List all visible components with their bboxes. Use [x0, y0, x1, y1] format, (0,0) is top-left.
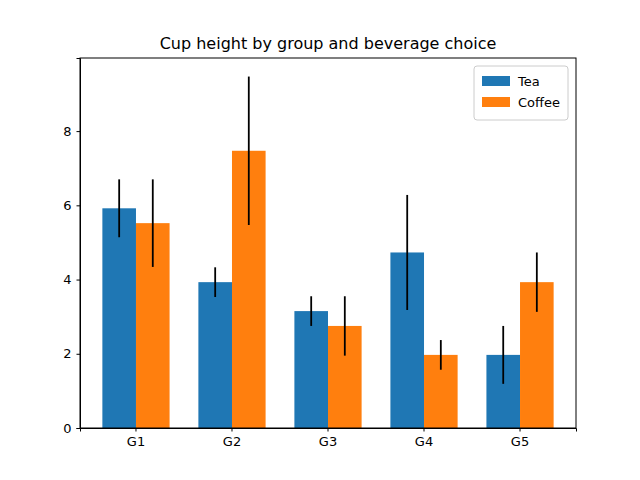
x-tick-mark: [135, 428, 136, 432]
error-bar: [502, 326, 504, 384]
plot: G1 G2 G3 G4 G5 0 2 4 6 8 Tea Coffee: [63, 58, 576, 449]
error-bar: [118, 179, 120, 237]
axis-line: [81, 429, 577, 432]
legend-box: [474, 66, 568, 120]
x-axis: G1 G2 G3 G4 G5: [81, 428, 577, 449]
y-tick-mark: [77, 280, 81, 281]
y-tick-label: 0: [63, 421, 71, 436]
x-tick: G3: [319, 428, 337, 449]
y-tick-mark: [77, 205, 81, 206]
y-tick: 2: [63, 346, 80, 361]
bar: [294, 311, 328, 428]
error-bar: [344, 296, 346, 355]
error-bar: [152, 179, 154, 267]
y-axis: 0 2 4 6 8: [63, 59, 80, 436]
x-tick-label: G4: [415, 434, 433, 449]
y-tick-label: 2: [63, 346, 71, 361]
legend-label: Coffee: [518, 95, 560, 110]
bar: [102, 208, 136, 428]
legend-entry: Coffee: [482, 95, 560, 110]
x-tick: G2: [223, 428, 241, 449]
x-tick-mark: [231, 428, 232, 432]
y-tick: 0: [63, 421, 80, 436]
x-tick-mark: [424, 428, 425, 432]
legend: Tea Coffee: [474, 66, 568, 120]
frame: [80, 58, 576, 428]
x-tick-label: G5: [511, 434, 529, 449]
series: [102, 179, 520, 428]
x-tick-label: G2: [223, 434, 241, 449]
marks: [102, 77, 553, 428]
y-tick-label: 6: [63, 198, 71, 213]
chart: G1 G2 G3 G4 G5 0 2 4 6 8 Tea Coffee Cup height by gr…: [0, 0, 640, 480]
error-bar: [440, 340, 442, 370]
error-bar: [248, 77, 250, 225]
x-tick-label: G3: [319, 434, 337, 449]
error-bar: [310, 296, 312, 326]
y-tick: 4: [63, 272, 80, 287]
error-bar: [406, 195, 408, 310]
legend-swatch: [482, 76, 510, 86]
x-tick: G4: [415, 428, 433, 449]
x-tick-mark: [328, 428, 329, 432]
y-tick-mark: [77, 354, 81, 355]
series: [136, 77, 554, 428]
y-tick-mark: [77, 131, 81, 132]
legend-entry: Tea: [482, 74, 540, 89]
title: Cup height by group and beverage choice: [160, 34, 497, 53]
x-tick-label: G1: [127, 434, 145, 449]
error-bar: [536, 252, 538, 311]
y-tick-label: 4: [63, 272, 71, 287]
y-tick: 6: [63, 198, 80, 213]
x-tick-mark: [520, 428, 521, 432]
y-tick-label: 8: [63, 124, 71, 139]
x-tick: G1: [127, 428, 145, 449]
bar: [198, 282, 232, 428]
y-tick-mark: [77, 428, 81, 429]
x-tick: G5: [511, 428, 529, 449]
legend-label: Tea: [517, 74, 540, 89]
error-bar: [214, 267, 216, 297]
legend-swatch: [482, 97, 510, 107]
y-tick: 8: [63, 124, 80, 139]
